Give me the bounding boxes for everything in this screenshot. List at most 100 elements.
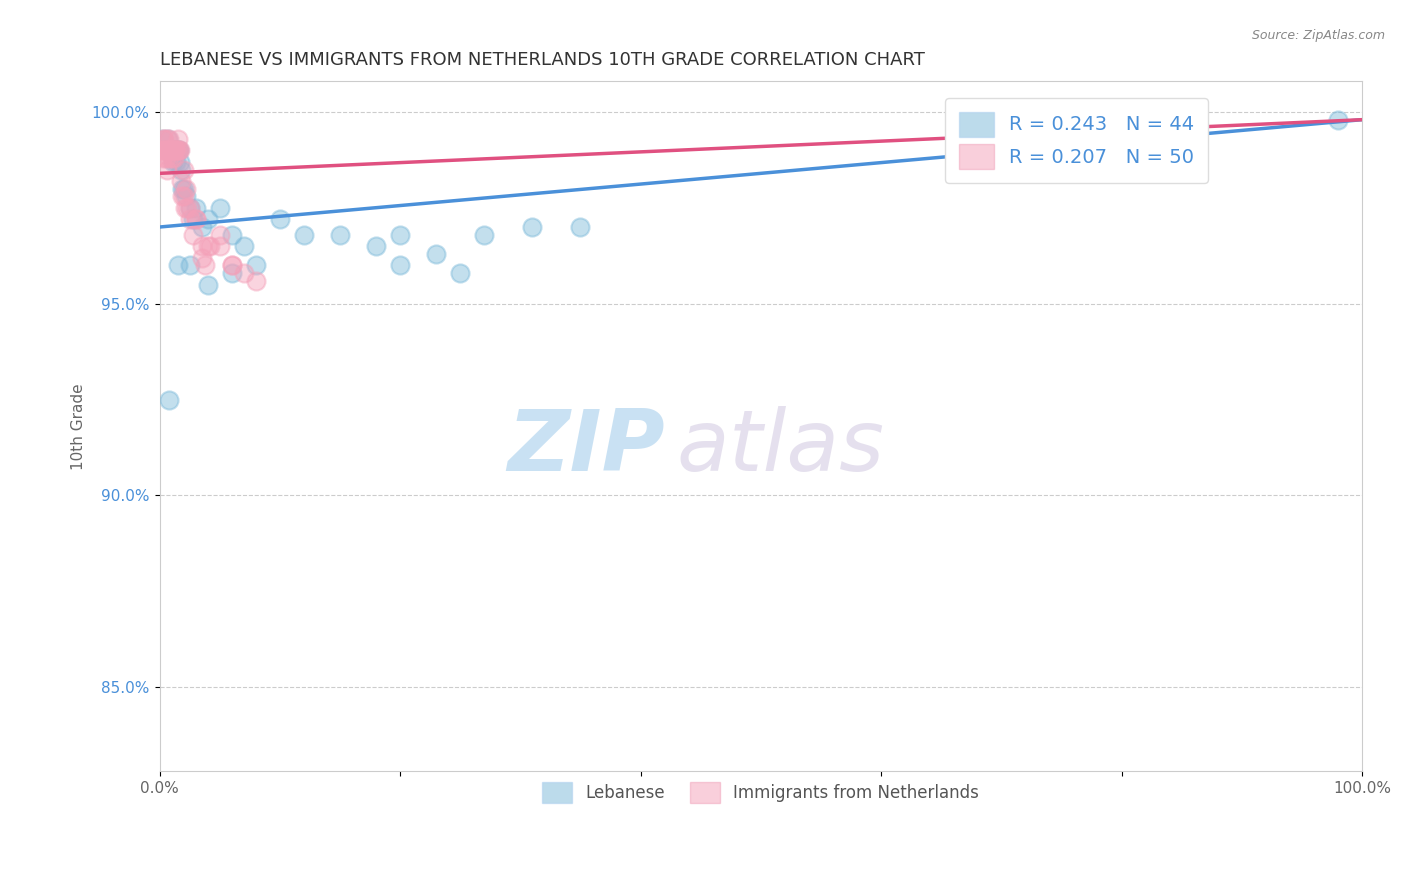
Point [184,212,207,227]
Point [160,144,183,158]
Point [569,220,592,235]
Point [181,212,204,227]
Point [165,144,187,158]
Point [157,392,180,407]
Text: Source: ZipAtlas.com: Source: ZipAtlas.com [1251,29,1385,43]
Point [160,144,183,158]
Point [153,144,176,158]
Point [157,132,180,146]
Point [156,132,179,146]
Point [166,132,188,146]
Point [181,227,204,242]
Point [167,144,190,158]
Text: LEBANESE VS IMMIGRANTS FROM NETHERLANDS 10TH GRADE CORRELATION CHART: LEBANESE VS IMMIGRANTS FROM NETHERLANDS … [159,51,924,69]
Point [173,162,195,177]
Y-axis label: 10th Grade: 10th Grade [72,383,86,470]
Point [198,239,221,253]
Point [197,239,219,253]
Point [156,144,179,158]
Point [174,189,197,203]
Point [232,239,254,253]
Point [166,144,188,158]
Point [194,258,217,272]
Point [179,212,201,227]
Point [159,144,181,158]
Point [166,258,188,272]
Point [157,151,180,165]
Point [165,154,187,169]
Point [221,266,243,280]
Point [179,258,201,272]
Point [197,277,219,292]
Point [329,227,352,242]
Point [165,144,187,158]
Point [179,201,201,215]
Point [389,227,412,242]
Point [156,132,179,146]
Point [208,239,231,253]
Point [152,132,174,146]
Point [449,266,471,280]
Point [176,201,198,215]
Point [221,258,243,272]
Point [153,132,176,146]
Text: atlas: atlas [676,406,884,489]
Point [152,132,174,146]
Point [156,144,179,158]
Point [156,162,179,177]
Point [162,144,184,158]
Point [170,162,193,177]
Point [389,258,412,272]
Point [208,227,231,242]
Point [156,144,179,158]
Point [169,144,191,158]
Point [190,239,212,253]
Point [190,251,212,265]
Point [152,151,174,165]
Point [1327,112,1350,127]
Point [245,258,267,272]
Point [167,144,190,158]
Point [179,201,201,215]
Point [522,220,544,235]
Point [221,227,243,242]
Legend: Lebanese, Immigrants from Netherlands: Lebanese, Immigrants from Netherlands [530,770,991,814]
Point [163,144,186,158]
Point [232,266,254,280]
Point [364,239,387,253]
Point [173,182,195,196]
Point [190,220,212,235]
Point [173,201,195,215]
Point [245,274,267,288]
Point [425,247,447,261]
Point [155,144,177,158]
Point [150,144,173,158]
Point [155,144,177,158]
Point [197,212,219,227]
Point [163,144,186,158]
Point [269,212,291,227]
Point [165,144,187,158]
Text: ZIP: ZIP [508,406,665,489]
Point [163,151,186,165]
Point [184,212,207,227]
Point [472,227,495,242]
Point [174,182,197,196]
Point [156,144,179,158]
Point [172,189,194,203]
Point [170,174,193,188]
Point [159,144,181,158]
Point [292,227,315,242]
Point [221,258,243,272]
Point [184,201,207,215]
Point [155,151,177,165]
Point [159,144,181,158]
Point [166,144,188,158]
Point [169,154,191,169]
Point [162,154,184,169]
Point [157,144,180,158]
Point [172,182,194,196]
Point [208,201,231,215]
Point [173,189,195,203]
Point [160,151,183,165]
